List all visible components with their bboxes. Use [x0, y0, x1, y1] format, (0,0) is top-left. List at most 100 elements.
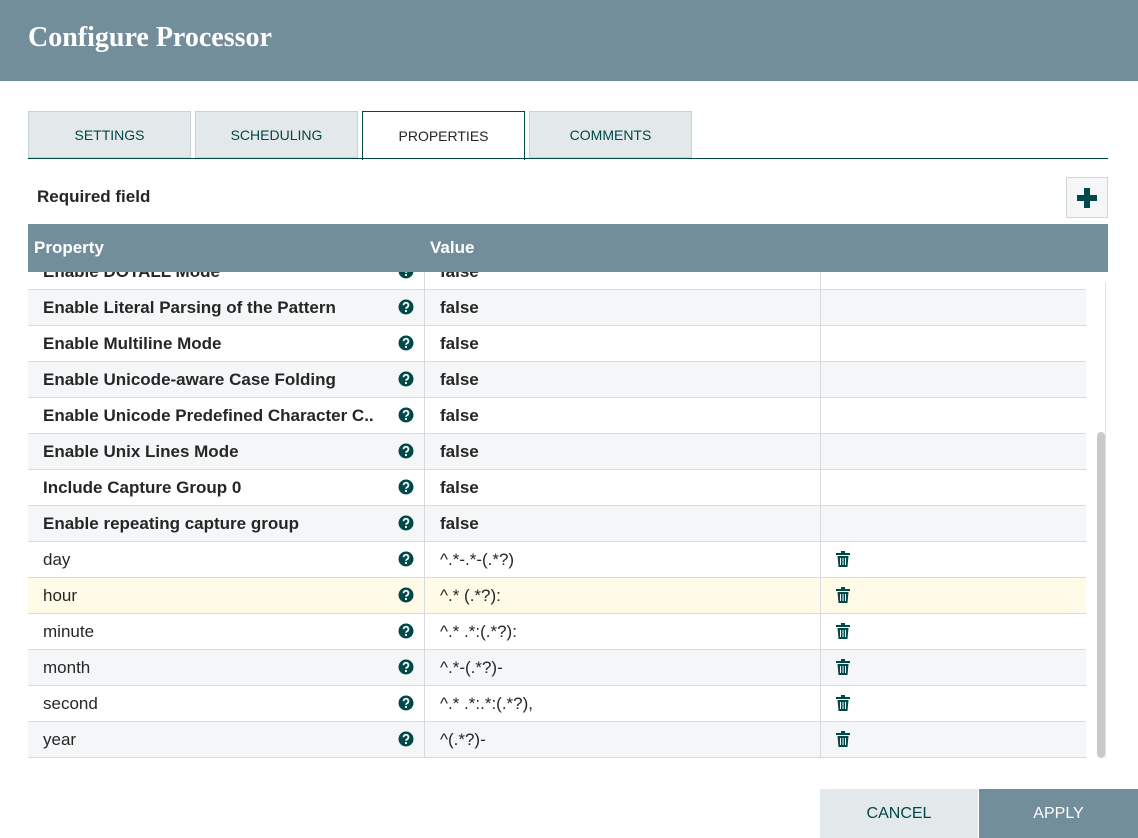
column-separator — [424, 326, 425, 361]
help-icon[interactable] — [398, 479, 414, 495]
column-separator — [424, 614, 425, 649]
delete-icon[interactable] — [836, 551, 850, 567]
help[interactable] — [398, 623, 414, 639]
property-value[interactable]: ^.* (.*?): — [440, 578, 501, 613]
help[interactable] — [398, 371, 414, 387]
property-value[interactable]: ^.* .*:(.*?): — [440, 614, 517, 649]
property-row[interactable]: Enable Unicode Predefined Character C..f… — [28, 398, 1086, 434]
property-value[interactable]: ^(.*?)- — [440, 722, 486, 757]
help[interactable] — [398, 272, 414, 279]
delete[interactable] — [836, 731, 850, 747]
delete-icon[interactable] — [836, 731, 850, 747]
dialog-title: Configure Processor — [28, 22, 272, 54]
delete-icon[interactable] — [836, 659, 850, 675]
column-separator — [820, 272, 821, 289]
delete-icon[interactable] — [836, 623, 850, 639]
help-icon[interactable] — [398, 551, 414, 567]
delete[interactable] — [836, 659, 850, 675]
help-icon[interactable] — [398, 731, 414, 747]
help-icon[interactable] — [398, 299, 414, 315]
delete[interactable] — [836, 587, 850, 603]
help[interactable] — [398, 335, 414, 351]
property-row[interactable]: Enable Unix Lines Mode false — [28, 434, 1086, 470]
help[interactable] — [398, 731, 414, 747]
dialog-button[interactable]: APPLY — [979, 789, 1138, 838]
column-separator — [820, 434, 821, 469]
column-separator — [820, 722, 821, 757]
column-separator — [424, 578, 425, 613]
table-body: Enable DOTALL ModefalseEnable Literal Pa… — [28, 272, 1086, 759]
property-row[interactable]: second ^.* .*:.*:(.*?), — [28, 686, 1086, 722]
column-separator — [424, 650, 425, 685]
column-header: Property — [34, 238, 104, 258]
tab-underline — [28, 158, 1108, 159]
help[interactable] — [398, 299, 414, 315]
delete-icon[interactable] — [836, 587, 850, 603]
property-row[interactable]: minute^.* .*:(.*?): — [28, 614, 1086, 650]
help-icon[interactable] — [398, 659, 414, 675]
property-value[interactable]: ^.* .*:.*:(.*?), — [440, 686, 533, 721]
property-row[interactable]: month ^.*-(.*?)- — [28, 650, 1086, 686]
dialog-button[interactable]: CANCEL — [820, 789, 978, 838]
tab[interactable]: COMMENTS — [529, 111, 692, 158]
property-row[interactable]: year ^(.*?)- — [28, 722, 1086, 758]
help[interactable] — [398, 479, 414, 495]
property-value[interactable]: false — [440, 470, 479, 505]
tab[interactable]: PROPERTIES — [362, 111, 525, 160]
property-value[interactable]: false — [440, 290, 479, 325]
property-row[interactable]: day^.*-.*-(.*?) — [28, 542, 1086, 578]
column-separator — [424, 722, 425, 757]
property-row[interactable]: Enable repeating capture group false — [28, 506, 1086, 542]
property-value[interactable]: false — [440, 506, 479, 541]
tab[interactable]: SETTINGS — [28, 111, 191, 158]
property-row[interactable]: Enable Unicode-aware Case Foldingfalse — [28, 362, 1086, 398]
property-name: Enable Unix Lines Mode — [43, 434, 239, 469]
required-field-label: Required field — [37, 187, 150, 207]
help[interactable] — [398, 659, 414, 675]
property-value[interactable]: false — [440, 398, 479, 433]
property-name: Enable DOTALL Mode — [43, 272, 220, 289]
help[interactable] — [398, 695, 414, 711]
property-value[interactable]: false — [440, 434, 479, 469]
property-value[interactable]: false — [440, 362, 479, 397]
column-separator — [820, 542, 821, 577]
delete[interactable] — [836, 551, 850, 567]
property-row[interactable]: Include Capture Group 0false — [28, 470, 1086, 506]
help[interactable] — [398, 587, 414, 603]
scrollbar[interactable] — [1097, 432, 1105, 758]
help[interactable] — [398, 407, 414, 423]
help-icon[interactable] — [398, 443, 414, 459]
property-value[interactable]: ^.*-.*-(.*?) — [440, 542, 514, 577]
property-row[interactable]: Enable Literal Parsing of the Patternfal… — [28, 290, 1086, 326]
help-icon[interactable] — [398, 695, 414, 711]
property-value[interactable]: false — [440, 326, 479, 361]
help-icon[interactable] — [398, 515, 414, 531]
tab[interactable]: SCHEDULING — [195, 111, 358, 158]
property-name: month — [43, 650, 90, 685]
property-value[interactable]: ^.*-(.*?)- — [440, 650, 503, 685]
property-row[interactable]: Enable Multiline Modefalse — [28, 326, 1086, 362]
property-row[interactable]: hour^.* (.*?): — [28, 578, 1086, 614]
delete[interactable] — [836, 623, 850, 639]
property-value[interactable]: false — [440, 272, 479, 289]
delete[interactable] — [836, 695, 850, 711]
help-icon[interactable] — [398, 371, 414, 387]
property-name: Enable repeating capture group — [43, 506, 299, 541]
help-icon[interactable] — [398, 623, 414, 639]
property-name: second — [43, 686, 98, 721]
property-name: year — [43, 722, 76, 757]
column-separator — [424, 686, 425, 721]
help[interactable] — [398, 551, 414, 567]
add-property-button[interactable] — [1066, 177, 1108, 218]
help[interactable] — [398, 515, 414, 531]
property-row[interactable]: Enable DOTALL Mode false — [28, 272, 1086, 290]
column-separator — [820, 398, 821, 433]
help-icon[interactable] — [398, 335, 414, 351]
help-icon[interactable] — [398, 587, 414, 603]
help-icon[interactable] — [398, 407, 414, 423]
help[interactable] — [398, 443, 414, 459]
scroll-track — [1105, 282, 1106, 758]
help-icon[interactable] — [398, 272, 414, 279]
delete-icon[interactable] — [836, 695, 850, 711]
